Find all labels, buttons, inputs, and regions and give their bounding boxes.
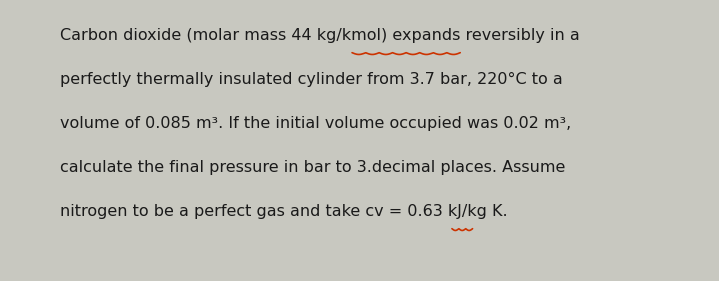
Text: perfectly thermally insulated cylinder from 3.7 bar, 220°C to a: perfectly thermally insulated cylinder f…: [60, 72, 563, 87]
Text: nitrogen to be a perfect gas and take cv = 0.63 kJ/kg K.: nitrogen to be a perfect gas and take cv…: [60, 204, 508, 219]
Text: Carbon dioxide (molar mass 44 kg/kmol) expands reversibly in a: Carbon dioxide (molar mass 44 kg/kmol) e…: [60, 28, 580, 43]
Text: calculate the final pressure in bar to 3.decimal places. Assume: calculate the final pressure in bar to 3…: [60, 160, 565, 175]
Text: volume of 0.085 m³. If the initial volume occupied was 0.02 m³,: volume of 0.085 m³. If the initial volum…: [60, 116, 572, 131]
